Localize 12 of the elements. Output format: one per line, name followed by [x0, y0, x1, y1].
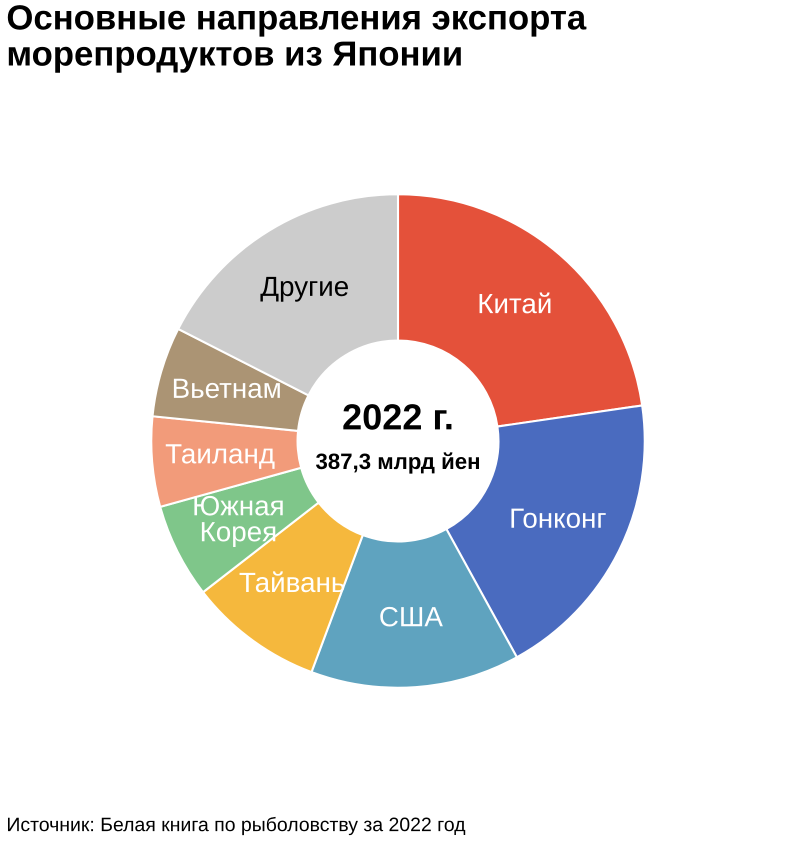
slice-label: Таиланд [166, 444, 275, 469]
slice-label: Тайвань [240, 571, 344, 592]
slice-label: Вьетнам [174, 378, 280, 398]
chart-title: Основные направления экспорта морепродуктов из Японии [8, 5, 586, 73]
text: 387,3 млрд йен [316, 452, 479, 474]
slice-label: Другие [260, 276, 348, 302]
text: 2022 г. [343, 404, 452, 430]
slice-label: США [380, 606, 443, 627]
slice-label: Гонконг [511, 508, 606, 528]
slice-label: Южная Корея [194, 496, 283, 547]
text: Источник: Белая книга по рыболовству за 2022 год [8, 816, 466, 836]
slice-label: Китай [480, 292, 550, 314]
